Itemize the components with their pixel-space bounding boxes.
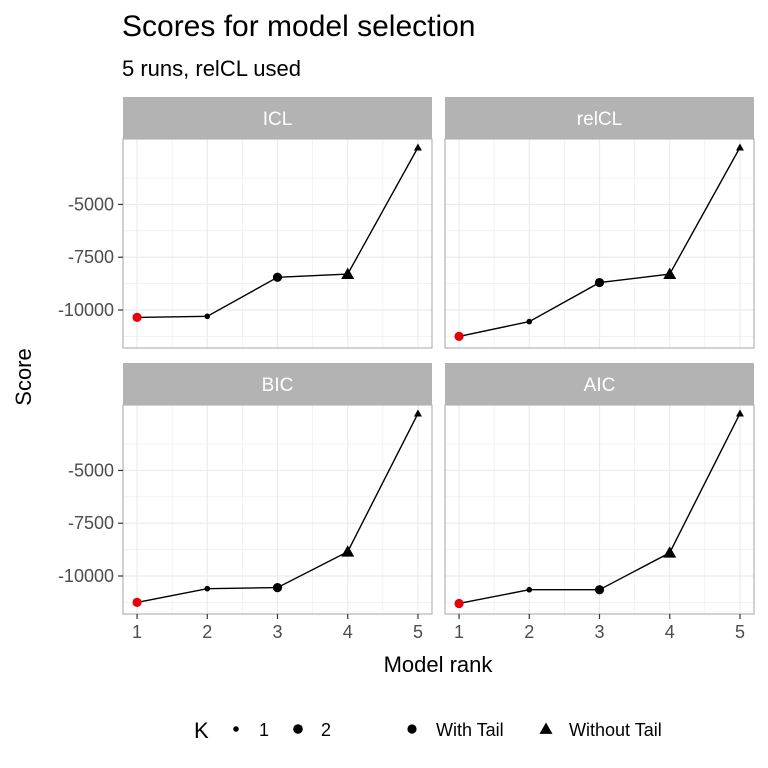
data-point [204,313,211,320]
data-point [594,585,605,595]
best-model-point [454,598,464,609]
facet-strip [123,363,432,405]
facet-panel-aic: AIC 1 2 3 4 5 [444,363,755,642]
x-tick-label: 3 [272,622,282,642]
facet-strip [445,97,754,139]
x-axis-title: Model rank [384,652,494,677]
x-tick-label: 3 [594,622,604,642]
facet-panel-bic: BIC -5000 -7500 -10000 1 2 3 4 5 [58,363,433,642]
y-tick-label: -7500 [68,513,114,533]
legend-key-triangle [539,722,553,734]
data-point-triangle [341,267,355,279]
facet-panel-relcl: relCL [444,97,755,349]
data-point [526,586,533,593]
y-tick-label: -10000 [58,566,114,586]
best-model-point [132,597,142,607]
legend-label-with-tail: With Tail [436,720,504,740]
data-point-triangle [663,267,677,279]
y-tick-label: -5000 [68,460,114,480]
x-tick-label: 4 [665,622,675,642]
data-point [204,585,211,592]
facet-strip-label: ICL [263,109,293,130]
x-tick-label: 2 [524,622,534,642]
data-point-triangle [341,545,355,557]
chart-subtitle: 5 runs, relCL used [122,56,301,81]
x-tick-label: 5 [413,622,423,642]
legend: K 1 2 With Tail Without Tail [194,718,662,743]
data-point-triangle [663,546,677,558]
y-axis-title: Score [11,348,36,405]
y-tick-label: -10000 [58,300,114,320]
best-model-point [454,331,464,341]
data-point [272,583,283,593]
facet-strip-label: BIC [262,375,294,396]
chart-title: Scores for model selection [122,10,476,43]
x-tick-label: 2 [202,622,212,642]
legend-key-k1 [233,726,239,732]
facet-strip [445,363,754,405]
best-model-point [132,312,142,322]
panel-border [122,138,433,349]
y-tick-label: -7500 [68,247,114,267]
x-tick-label: 4 [343,622,353,642]
x-tick-label: 1 [454,622,464,642]
legend-key-k2 [293,724,303,734]
facet-panels: ICL -5000 -7500 -10000 relCL BIC -5000 -7500 -10… [58,97,755,642]
x-tick-label: 5 [735,622,745,642]
legend-label-k2: 2 [321,720,331,740]
x-tick-label: 1 [132,622,142,642]
panel-border [444,138,755,349]
facet-panel-icl: ICL -5000 -7500 -10000 [58,97,433,349]
legend-label-without-tail: Without Tail [569,720,662,740]
data-point [594,277,605,288]
legend-label-k1: 1 [259,720,269,740]
data-point [272,272,283,282]
data-point-triangle [413,143,422,151]
data-point-triangle [413,409,422,417]
facet-strip-label: relCL [577,109,622,130]
data-point-triangle [735,143,744,151]
data-point [526,318,533,325]
data-point-triangle [735,409,744,417]
y-tick-label: -5000 [68,194,114,214]
facet-strip [123,97,432,139]
legend-size-title: K [194,718,209,743]
facet-strip-label: AIC [584,375,616,396]
legend-key-circle [407,724,417,734]
